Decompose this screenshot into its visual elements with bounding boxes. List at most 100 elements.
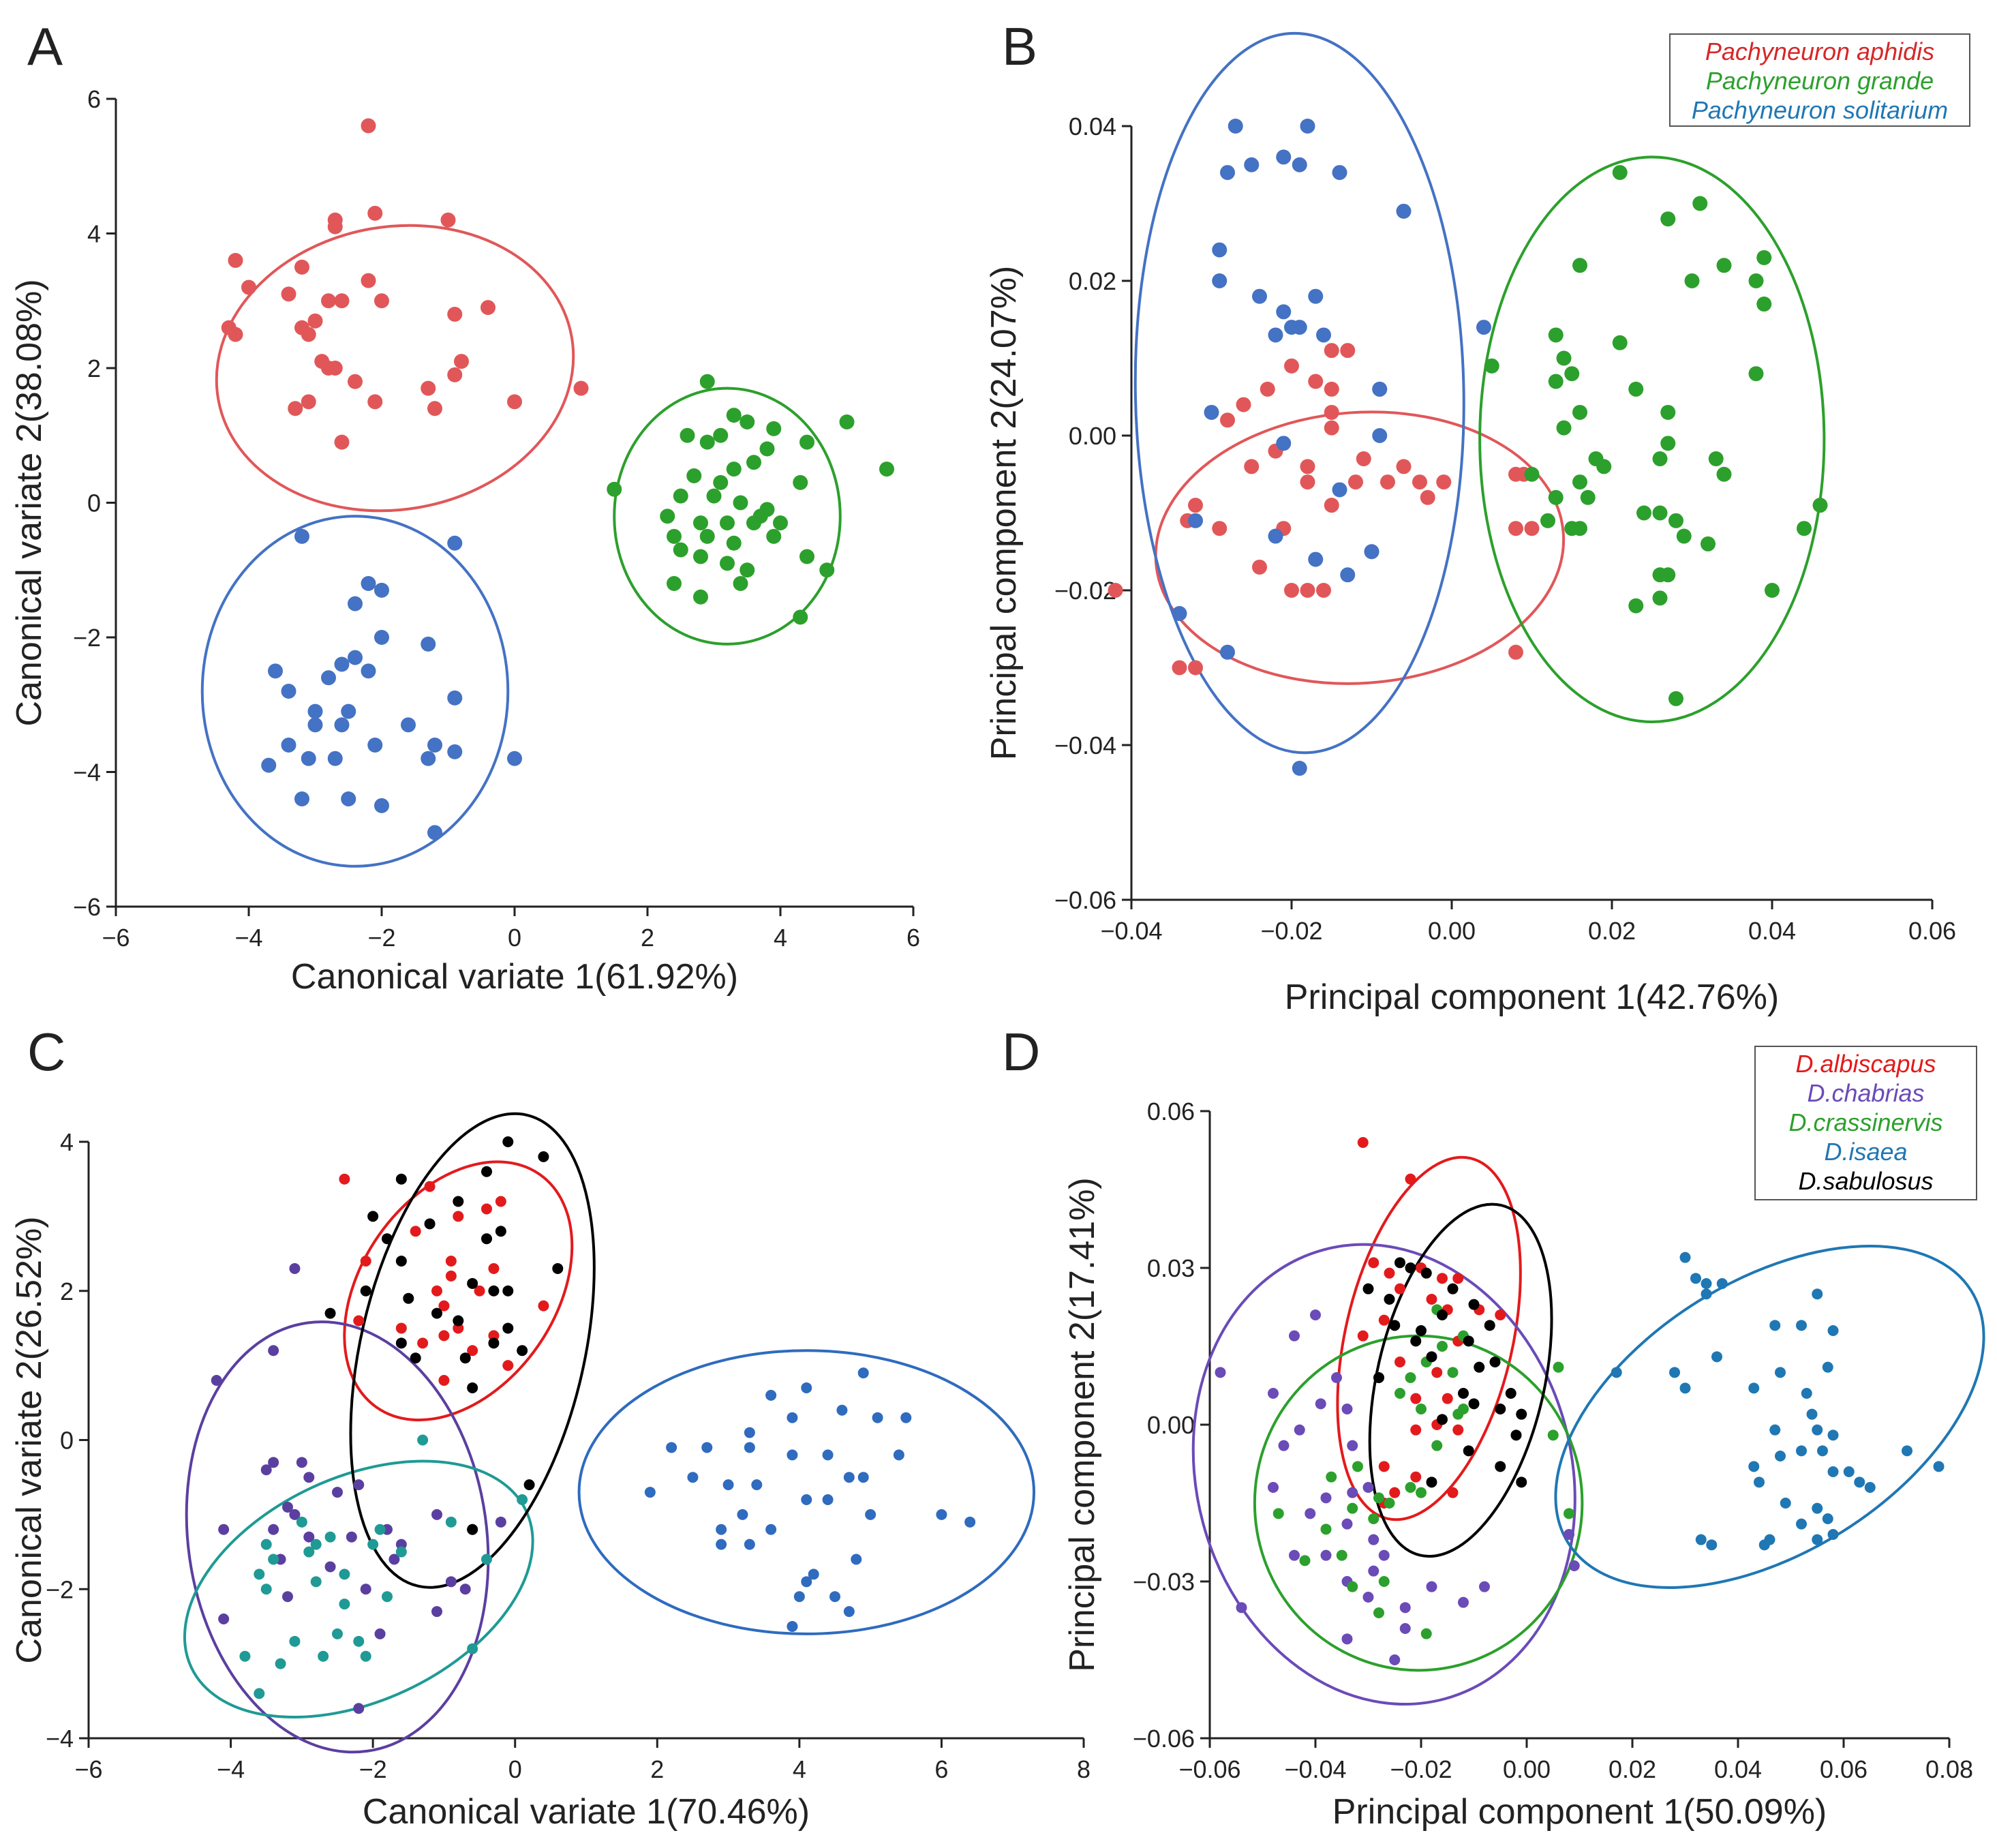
data-point: [367, 1539, 379, 1550]
data-point: [453, 1211, 464, 1222]
panel-letter: C: [27, 1022, 65, 1082]
x-tick-label: 0: [508, 924, 521, 952]
data-point: [1495, 1404, 1506, 1414]
data-point: [1902, 1445, 1912, 1457]
data-point: [1220, 412, 1235, 428]
x-tick-label: 0: [508, 1755, 522, 1783]
data-point: [374, 798, 389, 813]
data-point: [360, 1650, 371, 1662]
data-point: [260, 1584, 272, 1595]
data-point: [447, 744, 463, 759]
data-point: [218, 1524, 230, 1535]
data-point: [801, 1576, 812, 1588]
data-point: [1215, 1367, 1226, 1378]
data-point: [793, 1591, 805, 1603]
data-point: [1236, 397, 1251, 412]
data-point: [324, 1561, 336, 1573]
data-point: [260, 1464, 272, 1476]
legend-entry: D.albiscapus: [1795, 1050, 1936, 1078]
data-point: [1378, 1461, 1390, 1472]
data-point: [1426, 1581, 1437, 1592]
data-point: [1553, 1361, 1564, 1373]
data-point: [1754, 1476, 1765, 1488]
data-point: [1405, 1173, 1416, 1185]
data-point: [341, 791, 356, 806]
y-axis-label: Canonical variate 2(38.08%): [10, 279, 49, 726]
data-point: [1396, 459, 1412, 474]
data-point: [1389, 1654, 1401, 1665]
data-point: [1416, 1487, 1427, 1498]
data-point: [282, 1501, 293, 1513]
data-point: [1452, 1273, 1464, 1284]
data-point: [787, 1449, 798, 1461]
data-point: [447, 535, 463, 551]
data-point: [1236, 1602, 1247, 1614]
legend-entry: D.crassinervis: [1788, 1108, 1942, 1136]
data-point: [1420, 489, 1435, 505]
data-point: [367, 205, 383, 221]
data-point: [1300, 119, 1315, 134]
data-point: [1276, 149, 1292, 165]
data-point: [1676, 528, 1692, 544]
data-point: [573, 380, 589, 396]
data-point: [488, 1285, 500, 1297]
data-point: [1384, 1498, 1395, 1509]
data-point: [701, 1442, 713, 1453]
data-point: [507, 394, 522, 410]
data-point: [1220, 165, 1235, 181]
data-point: [307, 703, 323, 719]
data-point: [1332, 165, 1347, 181]
data-point: [321, 670, 336, 686]
x-axis-label: Principal component 1(50.09%): [1332, 1792, 1827, 1832]
data-point: [1420, 1628, 1432, 1639]
data-point: [752, 509, 768, 524]
data-point: [1204, 404, 1219, 420]
y-tick-label: −4: [46, 1725, 74, 1753]
data-point: [1495, 1309, 1506, 1320]
data-point: [321, 293, 336, 309]
data-point: [367, 394, 383, 410]
data-point: [1796, 1445, 1807, 1457]
data-point: [502, 1360, 514, 1372]
data-point: [481, 1554, 492, 1565]
confidence-ellipse: [1478, 155, 1826, 723]
data-point: [706, 488, 722, 504]
data-point: [893, 1449, 904, 1461]
data-point: [1484, 358, 1499, 374]
data-point: [374, 1628, 386, 1639]
data-point: [740, 414, 755, 429]
data-point: [1368, 1257, 1379, 1269]
data-point: [1426, 1476, 1437, 1488]
y-tick-label: 0.04: [1069, 112, 1116, 140]
y-tick-label: −6: [73, 893, 101, 921]
data-point: [744, 1539, 755, 1550]
data-point: [360, 1584, 371, 1595]
data-point: [445, 1516, 457, 1528]
data-point: [644, 1487, 656, 1498]
x-tick-label: 4: [793, 1755, 806, 1783]
data-point: [307, 717, 323, 733]
data-point: [382, 1233, 393, 1245]
data-point: [289, 1509, 301, 1520]
data-point: [453, 1315, 464, 1327]
data-point: [667, 528, 682, 544]
data-point: [733, 495, 748, 511]
data-point: [687, 1472, 699, 1483]
data-point: [787, 1412, 798, 1423]
data-point: [1341, 1633, 1353, 1645]
data-point: [699, 374, 715, 389]
data-point: [1416, 1325, 1427, 1336]
data-point: [289, 1262, 301, 1274]
data-point: [1572, 258, 1587, 273]
data-point: [1300, 474, 1315, 490]
data-point: [1479, 1581, 1490, 1592]
data-point: [1394, 1357, 1405, 1367]
data-point: [1756, 249, 1772, 265]
data-point: [1347, 1440, 1358, 1451]
data-point: [1352, 1461, 1363, 1472]
data-point: [1933, 1461, 1945, 1472]
data-point: [1458, 1404, 1469, 1414]
data-point: [1484, 1320, 1495, 1331]
data-point: [421, 751, 436, 766]
